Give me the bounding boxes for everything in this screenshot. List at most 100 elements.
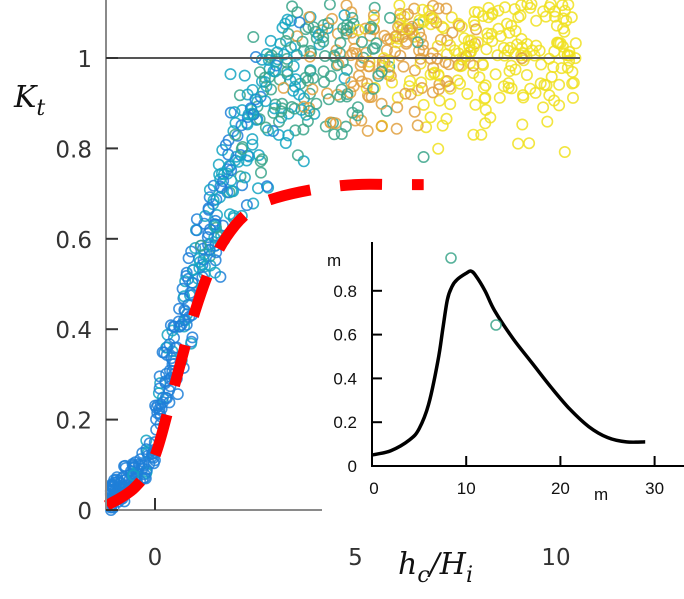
scatter-point (209, 214, 222, 227)
scatter-point (324, 70, 337, 83)
scatter-point (223, 208, 236, 221)
scatter-point (347, 32, 360, 45)
main-axes: 00.20.40.60.810 5 10 (55, 0, 580, 571)
scatter-point (262, 53, 275, 66)
scatter-point (173, 320, 186, 333)
scatter-point (424, 111, 437, 124)
scatter-point (554, 37, 567, 50)
scatter-point (304, 65, 317, 78)
scatter-point (520, 69, 533, 82)
scatter-point (479, 79, 492, 92)
scatter-point (420, 121, 433, 134)
scatter-point (436, 119, 449, 132)
scatter-point (368, 1, 381, 14)
scatter-point (533, 44, 546, 57)
scatter-point (448, 44, 461, 57)
scatter-point (259, 95, 272, 108)
y-tick-label: 0.8 (55, 137, 92, 163)
scatter-point (497, 41, 510, 54)
scatter-point (330, 59, 343, 72)
inset-x-tick-label: 20 (551, 479, 570, 498)
scatter-point (262, 181, 275, 194)
scatter-point (526, 44, 539, 57)
scatter-point (455, 20, 468, 33)
scatter-point (180, 266, 193, 279)
y-axis-label: Kt (13, 80, 45, 121)
scatter-point (473, 71, 486, 84)
scatter-point (185, 337, 198, 350)
scatter-point (328, 128, 341, 141)
scatter-point (303, 105, 316, 118)
scatter-point (134, 453, 147, 466)
scatter-points (104, 0, 582, 516)
scatter-point (445, 252, 457, 264)
x-tick-label: 0 (148, 545, 163, 571)
scatter-point (355, 35, 368, 48)
scatter-point (212, 158, 225, 171)
scatter-point (566, 91, 579, 104)
scatter-point (384, 33, 397, 46)
scatter-point (540, 79, 553, 92)
scatter-point (352, 69, 365, 82)
scatter-point (404, 88, 417, 101)
scatter-point (477, 10, 490, 22)
inset-background (322, 240, 684, 520)
scatter-point (203, 183, 216, 196)
scatter-point (235, 119, 248, 132)
scatter-point (238, 69, 251, 82)
scatter-point (339, 120, 352, 133)
scatter-point (247, 30, 260, 43)
scatter-point (341, 18, 354, 31)
y-tick-label: 0.6 (55, 228, 92, 254)
scatter-point (479, 103, 492, 116)
scatter-point (334, 90, 347, 103)
scatter-point (201, 231, 214, 244)
scatter-point (189, 242, 202, 255)
scatter-point (512, 11, 525, 24)
scatter-point (246, 84, 259, 97)
scatter-point (246, 133, 259, 146)
scatter-point (558, 146, 571, 159)
scatter-point (297, 155, 310, 168)
scatter-point (516, 118, 529, 131)
scatter-point (217, 175, 230, 188)
scatter-point (417, 98, 430, 111)
scatter-point (440, 112, 453, 125)
scatter-point (267, 65, 280, 78)
scatter-point (391, 101, 404, 114)
scatter-point (465, 34, 478, 47)
scatter-point (359, 22, 372, 35)
scatter-point (569, 37, 582, 50)
scatter-point (524, 82, 537, 95)
scatter-point (469, 98, 482, 111)
scatter-point (393, 18, 406, 31)
scatter-point (118, 460, 131, 473)
scatter-point (317, 35, 330, 48)
scatter-point (207, 179, 220, 192)
scatter-point (446, 26, 459, 39)
scatter-point (279, 17, 292, 30)
scatter-point (440, 2, 453, 15)
inset-x-axis-label: m (594, 485, 608, 504)
scatter-point (260, 180, 273, 193)
scatter-point (310, 97, 323, 110)
scatter-point (190, 224, 203, 237)
inset-y-axis-label: m (327, 251, 341, 270)
scatter-point (345, 6, 358, 19)
scatter-point (394, 49, 407, 62)
scatter-point (264, 34, 277, 47)
scatter-point (317, 31, 330, 44)
scatter-point (228, 106, 241, 119)
x-axis-label: hc/Hi (398, 547, 473, 588)
scatter-point (557, 12, 570, 25)
scatter-point (375, 120, 388, 133)
scatter-point (259, 121, 272, 134)
scatter-point (323, 0, 336, 11)
scatter-point (393, 0, 406, 12)
inset-overlap-points (445, 252, 502, 331)
scatter-point (335, 83, 348, 96)
scatter-point (229, 128, 242, 141)
scatter-point (403, 24, 416, 37)
scatter-point (176, 282, 189, 295)
